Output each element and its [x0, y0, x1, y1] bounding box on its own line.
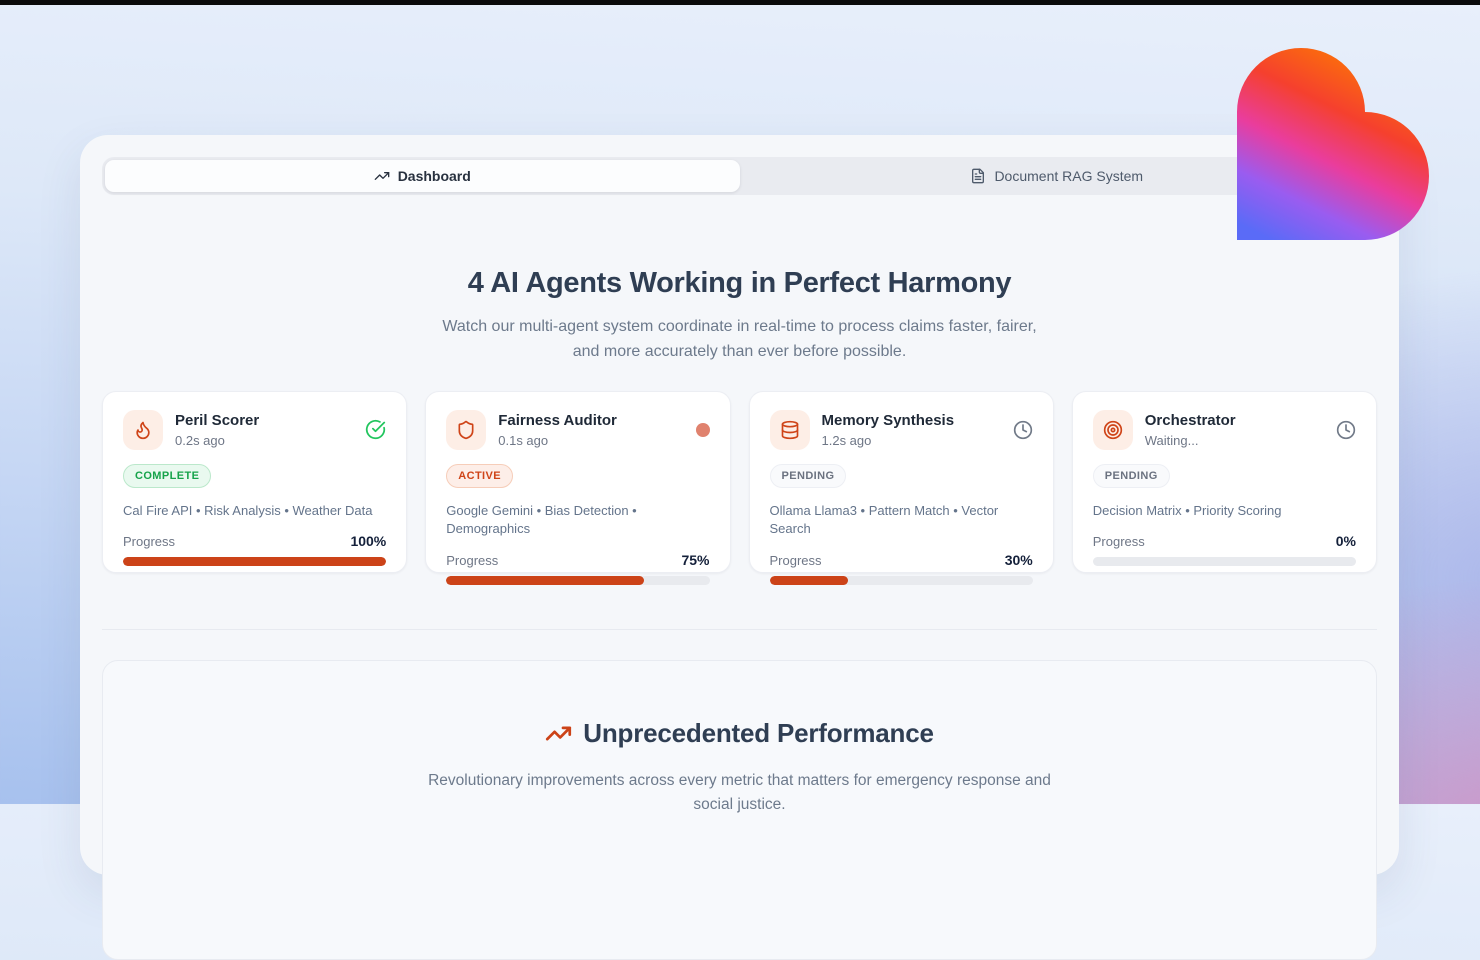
- agent-card-fairness-auditor: Fairness Auditor 0.1s ago ACTIVE Google …: [425, 390, 731, 586]
- agent-card-orchestrator: Orchestrator Waiting... PENDING Decision…: [1071, 390, 1377, 573]
- status-badge: PENDING: [769, 463, 847, 488]
- window-top-bar: [0, 0, 1480, 5]
- tab-dashboard[interactable]: Dashboard: [105, 160, 740, 192]
- section-divider: [102, 628, 1377, 630]
- agent-name: Memory Synthesis: [821, 411, 955, 429]
- agent-last-update: 0.2s ago: [175, 432, 225, 448]
- performance-subtitle: Revolutionary improvements across every …: [428, 771, 1051, 814]
- agent-name: Peril Scorer: [175, 411, 260, 429]
- trending-up-icon: [374, 168, 390, 184]
- progress-block: Progress 100%: [123, 533, 387, 567]
- progress-label: Progress: [446, 553, 499, 569]
- main-panel: Dashboard Document RAG System 4 AI Agent…: [80, 135, 1399, 960]
- agent-name: Orchestrator: [1144, 411, 1236, 429]
- pulse-dot-icon: [695, 422, 710, 437]
- heart-logo-icon: [1237, 48, 1429, 240]
- agent-last-update: 1.2s ago: [821, 432, 872, 448]
- page-subtitle: Watch our multi-agent system coordinate …: [442, 318, 1037, 360]
- progress-block: Progress 30%: [769, 552, 1033, 586]
- agent-card-memory-synthesis: Memory Synthesis 1.2s ago PENDING Ollama…: [748, 390, 1054, 586]
- progress-bar: [446, 576, 710, 586]
- agent-tools: Cal Fire API • Risk Analysis • Weather D…: [123, 502, 373, 518]
- progress-bar: [769, 576, 1033, 586]
- tab-bar: Dashboard Document RAG System: [102, 157, 1377, 195]
- agent-cards-row: Peril Scorer 0.2s ago COMPLETE Cal Fire …: [102, 390, 1377, 586]
- progress-percent: 100%: [350, 533, 387, 550]
- agent-name: Fairness Auditor: [498, 411, 617, 429]
- progress-block: Progress 75%: [446, 552, 710, 586]
- page-title: 4 AI Agents Working in Perfect Harmony: [467, 267, 1012, 299]
- target-icon: [1092, 409, 1133, 450]
- agent-last-update: 0.1s ago: [498, 432, 549, 448]
- performance-title: Unprecedented Performance: [545, 717, 934, 749]
- progress-block: Progress 0%: [1092, 533, 1356, 567]
- progress-label: Progress: [1092, 534, 1145, 550]
- file-text-icon: [970, 168, 986, 184]
- performance-section: Unprecedented Performance Revolutionary …: [102, 659, 1377, 960]
- flame-icon: [123, 409, 163, 450]
- progress-label: Progress: [123, 534, 176, 550]
- tab-document-rag-system[interactable]: Document RAG System: [740, 160, 1375, 192]
- progress-bar-fill: [769, 576, 849, 586]
- status-badge: PENDING: [1092, 463, 1170, 488]
- status-badge: COMPLETE: [123, 463, 212, 488]
- check-circle-icon: [365, 419, 386, 440]
- database-icon: [769, 409, 810, 450]
- agent-card-peril-scorer: Peril Scorer 0.2s ago COMPLETE Cal Fire …: [102, 390, 408, 573]
- progress-bar-fill: [123, 557, 387, 567]
- clock-icon: [1336, 420, 1356, 440]
- agent-tools: Ollama Llama3 • Pattern Match • Vector S…: [769, 502, 999, 537]
- agent-tools: Decision Matrix • Priority Scoring: [1092, 502, 1282, 518]
- hero-section: 4 AI Agents Working in Perfect Harmony W…: [102, 267, 1377, 365]
- progress-percent: 75%: [681, 552, 710, 569]
- clock-icon: [1013, 420, 1033, 440]
- progress-bar-fill: [446, 576, 644, 586]
- progress-label: Progress: [769, 553, 822, 569]
- progress-percent: 30%: [1004, 552, 1033, 569]
- progress-bar: [123, 557, 387, 567]
- trending-up-icon: [545, 720, 572, 747]
- agent-last-update: Waiting...: [1144, 432, 1199, 448]
- shield-icon: [446, 409, 487, 450]
- status-badge: ACTIVE: [446, 463, 513, 488]
- progress-percent: 0%: [1335, 533, 1356, 550]
- agent-tools: Google Gemini • Bias Detection • Demogra…: [446, 502, 637, 537]
- tab-rag-label: Document RAG System: [994, 168, 1144, 184]
- performance-title-text: Unprecedented Performance: [583, 717, 934, 748]
- progress-bar: [1092, 557, 1356, 567]
- tab-dashboard-label: Dashboard: [397, 168, 471, 184]
